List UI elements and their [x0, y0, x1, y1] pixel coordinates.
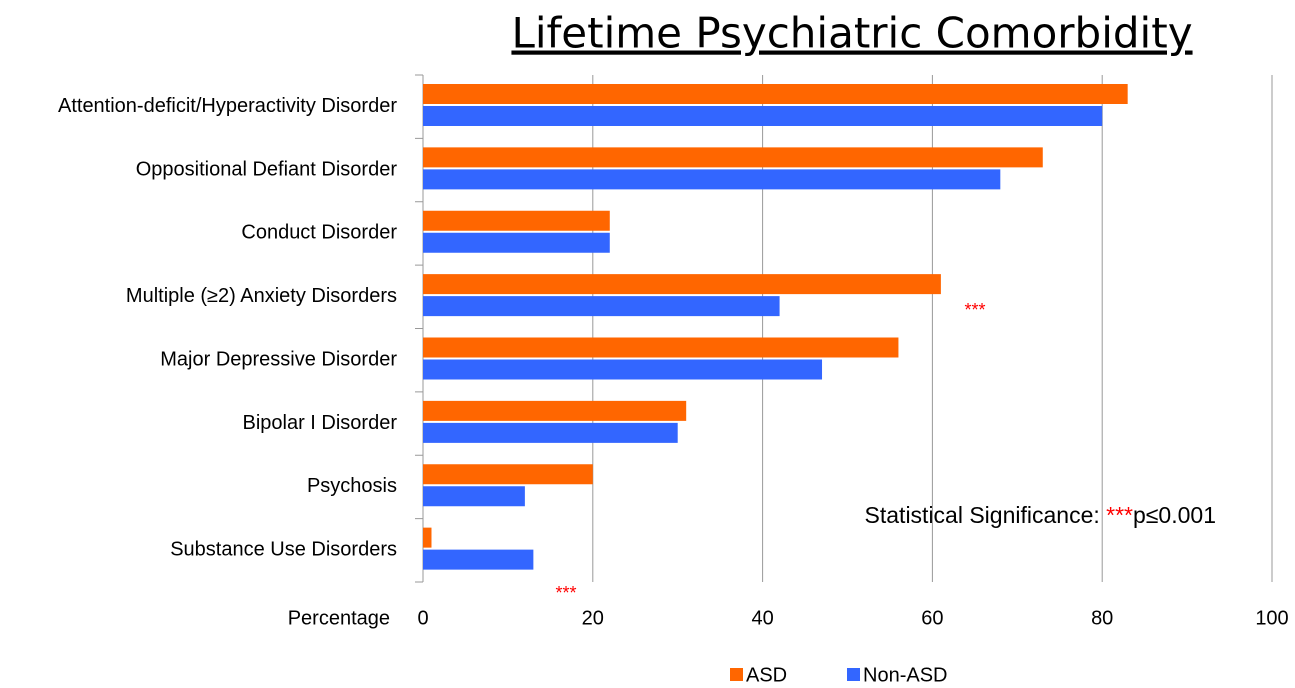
bar: [423, 169, 1001, 190]
x-tick-label: 0: [417, 607, 428, 629]
bar: [423, 422, 678, 443]
chart-title: Lifetime Psychiatric Comorbidity: [511, 9, 1192, 58]
legend-swatch: [730, 668, 743, 681]
bar: [423, 464, 593, 485]
significance-marker: ***: [964, 300, 985, 320]
y-tick-label: Conduct Disorder: [241, 222, 397, 244]
y-tick-label: Attention-deficit/Hyperactivity Disorder: [58, 95, 397, 117]
y-tick-label: Substance Use Disorders: [170, 539, 397, 561]
x-tick-label: 40: [751, 607, 773, 629]
bar: [423, 486, 525, 507]
x-tick-label: 20: [582, 607, 604, 629]
bar: [423, 147, 1043, 168]
bar: [423, 84, 1128, 104]
bar: [423, 296, 780, 317]
note-stars: ***: [1106, 502, 1133, 528]
bar: [423, 210, 610, 231]
bar: [423, 400, 687, 421]
y-tick-label: Bipolar I Disorder: [242, 412, 397, 434]
bar: [423, 359, 823, 380]
note-text: Statistical Significance:: [865, 502, 1107, 528]
bar: [423, 549, 534, 570]
legend-label: ASD: [746, 664, 787, 686]
y-tick-label: Multiple (≥2) Anxiety Disorders: [126, 285, 397, 307]
bar: [423, 527, 432, 548]
note-p: p≤0.001: [1133, 502, 1216, 528]
y-tick-label: Major Depressive Disorder: [160, 348, 397, 370]
y-tick-label: Oppositional Defiant Disorder: [136, 158, 398, 180]
x-tick-label: 80: [1091, 607, 1113, 629]
bar: [423, 232, 610, 253]
x-axis-label: Percentage: [288, 607, 390, 629]
x-tick-label: 100: [1255, 607, 1288, 629]
x-tick-label: 60: [921, 607, 943, 629]
legend-swatch: [847, 668, 860, 681]
legend-label: Non-ASD: [863, 664, 947, 686]
bar: [423, 274, 941, 295]
bar: [423, 337, 899, 358]
significance-note: Statistical Significance: ***p≤0.001: [865, 502, 1216, 528]
bar: [423, 106, 1103, 126]
significance-marker: ***: [555, 583, 576, 603]
y-tick-label: Psychosis: [307, 475, 397, 497]
